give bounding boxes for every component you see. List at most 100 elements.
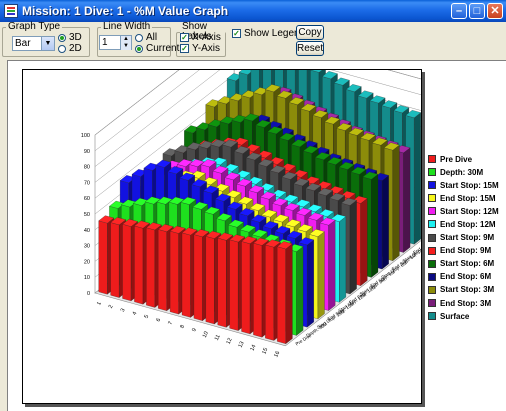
bar-top [205, 230, 222, 239]
close-button[interactable]: ✕ [487, 3, 503, 19]
x-axis-label: X-Axis [192, 32, 221, 43]
graph-type-2d-radio[interactable]: 2D [58, 43, 82, 54]
graph-type-2d-label: 2D [69, 43, 82, 54]
reset-button[interactable]: Reset [296, 41, 324, 56]
legend-label: End Stop: 15M [440, 193, 496, 203]
bar-top [362, 171, 379, 180]
line-width-current-radio[interactable]: Current [135, 43, 179, 54]
radio-2d-indicator[interactable] [58, 44, 66, 53]
bar-top [203, 185, 219, 194]
bar-front [146, 227, 156, 308]
spin-down-icon[interactable]: ▼ [121, 43, 131, 50]
bar-side [328, 219, 336, 311]
bar-top [226, 201, 243, 210]
close-icon: ✕ [490, 5, 500, 17]
bar-top [180, 196, 197, 205]
line-width-group: Line Width [97, 22, 171, 57]
legend-swatch [428, 299, 436, 308]
legend-swatch [428, 168, 436, 177]
y-axis-label: Y-Axis [192, 43, 220, 54]
bar-front [122, 224, 132, 302]
bar-top [134, 220, 150, 229]
bar-top [241, 236, 257, 244]
legend-item: End Stop: 12M [428, 218, 506, 230]
legend-swatch [428, 194, 436, 203]
graph-type-3d-radio[interactable]: 3D [58, 32, 82, 43]
bar-top [188, 159, 205, 167]
y-tick-label-left: 80 [84, 165, 90, 171]
bar-top [260, 191, 276, 200]
y-axis-check-icon[interactable]: ✓ [180, 44, 189, 53]
radio-current-indicator[interactable] [135, 44, 143, 53]
bar-top [369, 95, 386, 104]
bar-top [281, 171, 298, 180]
bar-top [157, 224, 174, 232]
show-legend-checkbox[interactable]: ✓ Show Legend [232, 28, 305, 39]
line-width-all-label: All [146, 32, 158, 43]
legend-label: Start Stop: 6M [440, 259, 495, 269]
maximize-icon: □ [473, 5, 481, 17]
x-tick-label: 2 [108, 304, 115, 309]
x-axis-check-icon[interactable]: ✓ [180, 33, 189, 42]
bar-top [357, 90, 374, 99]
bar-top [264, 84, 281, 93]
x-tick-label: 13 [238, 341, 246, 349]
bar-front [134, 225, 144, 305]
bar-top [179, 172, 196, 181]
show-labels-label: Show Labels [182, 21, 212, 42]
chevron-down-icon[interactable]: ▼ [41, 37, 54, 50]
bar-front [253, 242, 263, 338]
bar-top [243, 113, 260, 122]
x-tick-label: 16 [273, 350, 281, 358]
legend-swatch [428, 207, 436, 216]
bar-top [267, 126, 284, 135]
show-legend-check-icon[interactable]: ✓ [232, 29, 241, 38]
y-axis-checkbox[interactable]: ✓ Y-Axis [180, 43, 220, 54]
bar-side [371, 174, 379, 278]
x-tick-label: 9 [191, 327, 198, 332]
legend-label: End Stop: 9M [440, 246, 492, 256]
bar-front [110, 222, 120, 298]
graph-type-3d-label: 3D [69, 32, 82, 43]
legend-label: Start Stop: 3M [440, 285, 495, 295]
y-tick-label-left: 70 [84, 180, 90, 186]
legend-swatch [428, 285, 436, 294]
maximize-button[interactable]: □ [469, 3, 485, 19]
spinner-buttons[interactable]: ▲ ▼ [120, 36, 131, 50]
radio-all-indicator[interactable] [135, 33, 143, 42]
title-bar[interactable]: Mission: 1 Dive: 1 - %M Value Graph – □ … [0, 0, 506, 22]
legend-item: Depth: 30M [428, 166, 506, 178]
x-axis-checkbox[interactable]: ✓ X-Axis [180, 32, 221, 43]
bar-top [322, 71, 338, 80]
bar-top [144, 196, 161, 205]
bar-top [192, 201, 209, 210]
spin-up-icon[interactable]: ▲ [121, 36, 131, 43]
line-width-value: 1 [102, 37, 108, 48]
bar-top [251, 229, 268, 238]
legend-label: Surface [440, 311, 470, 321]
bar-front [158, 229, 167, 311]
line-width-spinner[interactable]: 1 ▲ ▼ [99, 35, 132, 50]
graph-type-select[interactable]: Bar ▼ [12, 36, 55, 51]
y-tick-label-left: 60 [84, 196, 90, 202]
bar-front [277, 246, 286, 344]
bar-top [181, 227, 198, 236]
bar-top [303, 145, 319, 154]
chart-legend: Pre Dive Depth: 30M Start Stop: 15M End Sto… [428, 153, 506, 323]
bar-top [350, 166, 367, 175]
minimize-button[interactable]: – [451, 3, 467, 19]
bar-side [296, 246, 304, 336]
bar-top [245, 152, 262, 161]
line-width-all-radio[interactable]: All [135, 32, 157, 43]
legend-item: Start Stop: 12M [428, 205, 506, 217]
copy-button[interactable]: Copy [296, 25, 324, 40]
bar-front [98, 220, 108, 295]
bar-top [336, 122, 353, 131]
y-tick-label-left: 90 [84, 149, 90, 155]
bar-top [286, 230, 303, 239]
bar-top [167, 166, 184, 175]
radio-3d-indicator[interactable] [58, 33, 66, 42]
bar-side [285, 243, 293, 345]
toolbar: Graph Type Bar ▼ 3D 2D Line Width 1 ▲ ▼ … [0, 22, 506, 60]
